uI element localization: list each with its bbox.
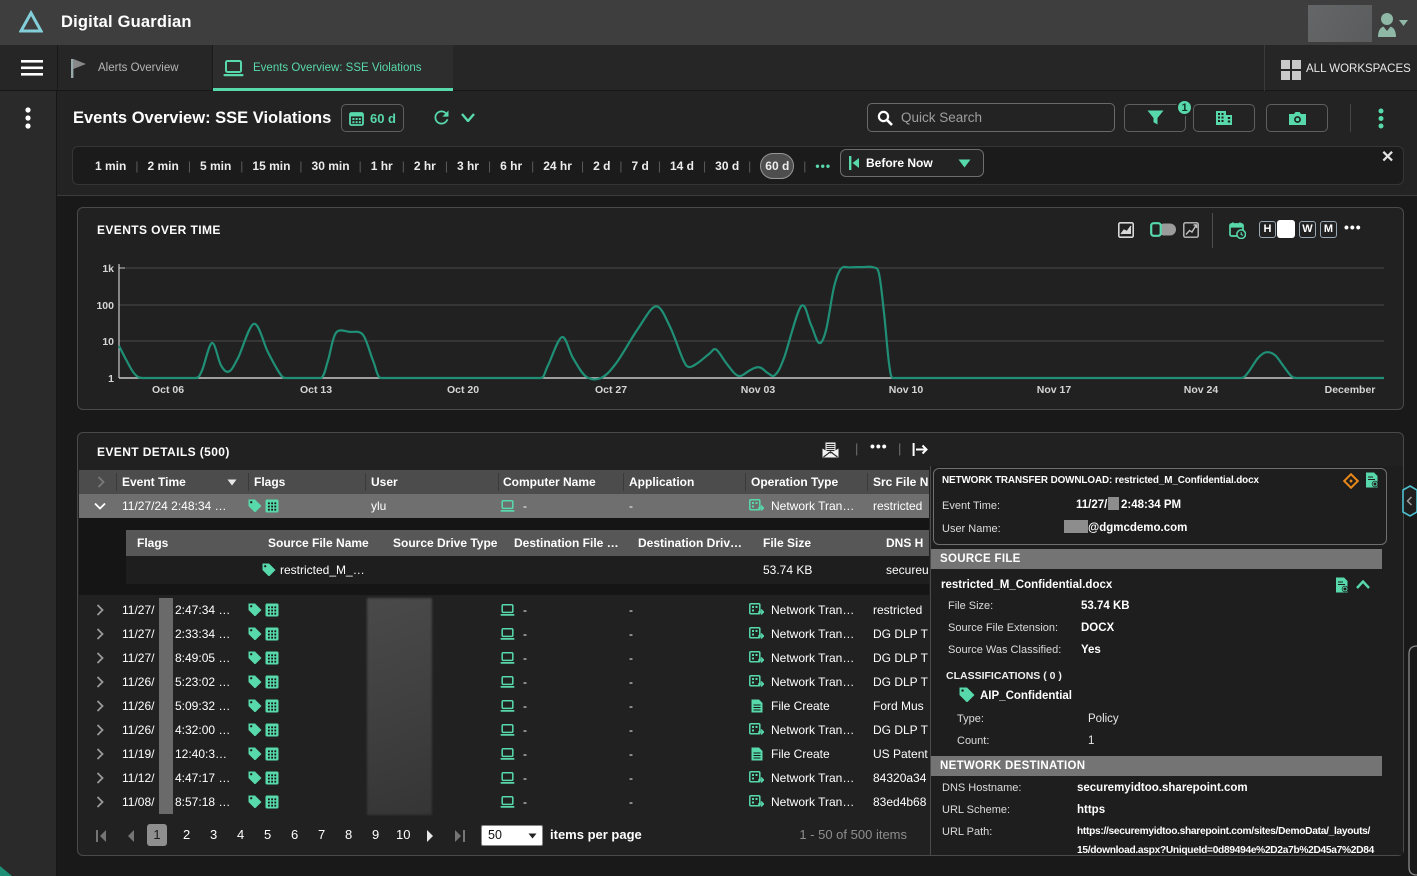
svg-text:Nov 10: Nov 10 <box>889 384 924 396</box>
svg-text:Nov 24: Nov 24 <box>1184 384 1219 396</box>
svg-text:Oct 13: Oct 13 <box>300 384 332 396</box>
svg-text:Nov 17: Nov 17 <box>1037 384 1072 396</box>
svg-text:1: 1 <box>108 373 114 385</box>
svg-text:10: 10 <box>102 336 114 348</box>
svg-text:100: 100 <box>96 300 114 312</box>
svg-text:Nov 03: Nov 03 <box>741 384 776 396</box>
svg-text:1k: 1k <box>102 263 114 275</box>
svg-text:Oct 27: Oct 27 <box>595 384 627 396</box>
svg-text:December: December <box>1325 384 1376 396</box>
svg-text:Oct 20: Oct 20 <box>447 384 479 396</box>
svg-text:Oct 06: Oct 06 <box>152 384 184 396</box>
